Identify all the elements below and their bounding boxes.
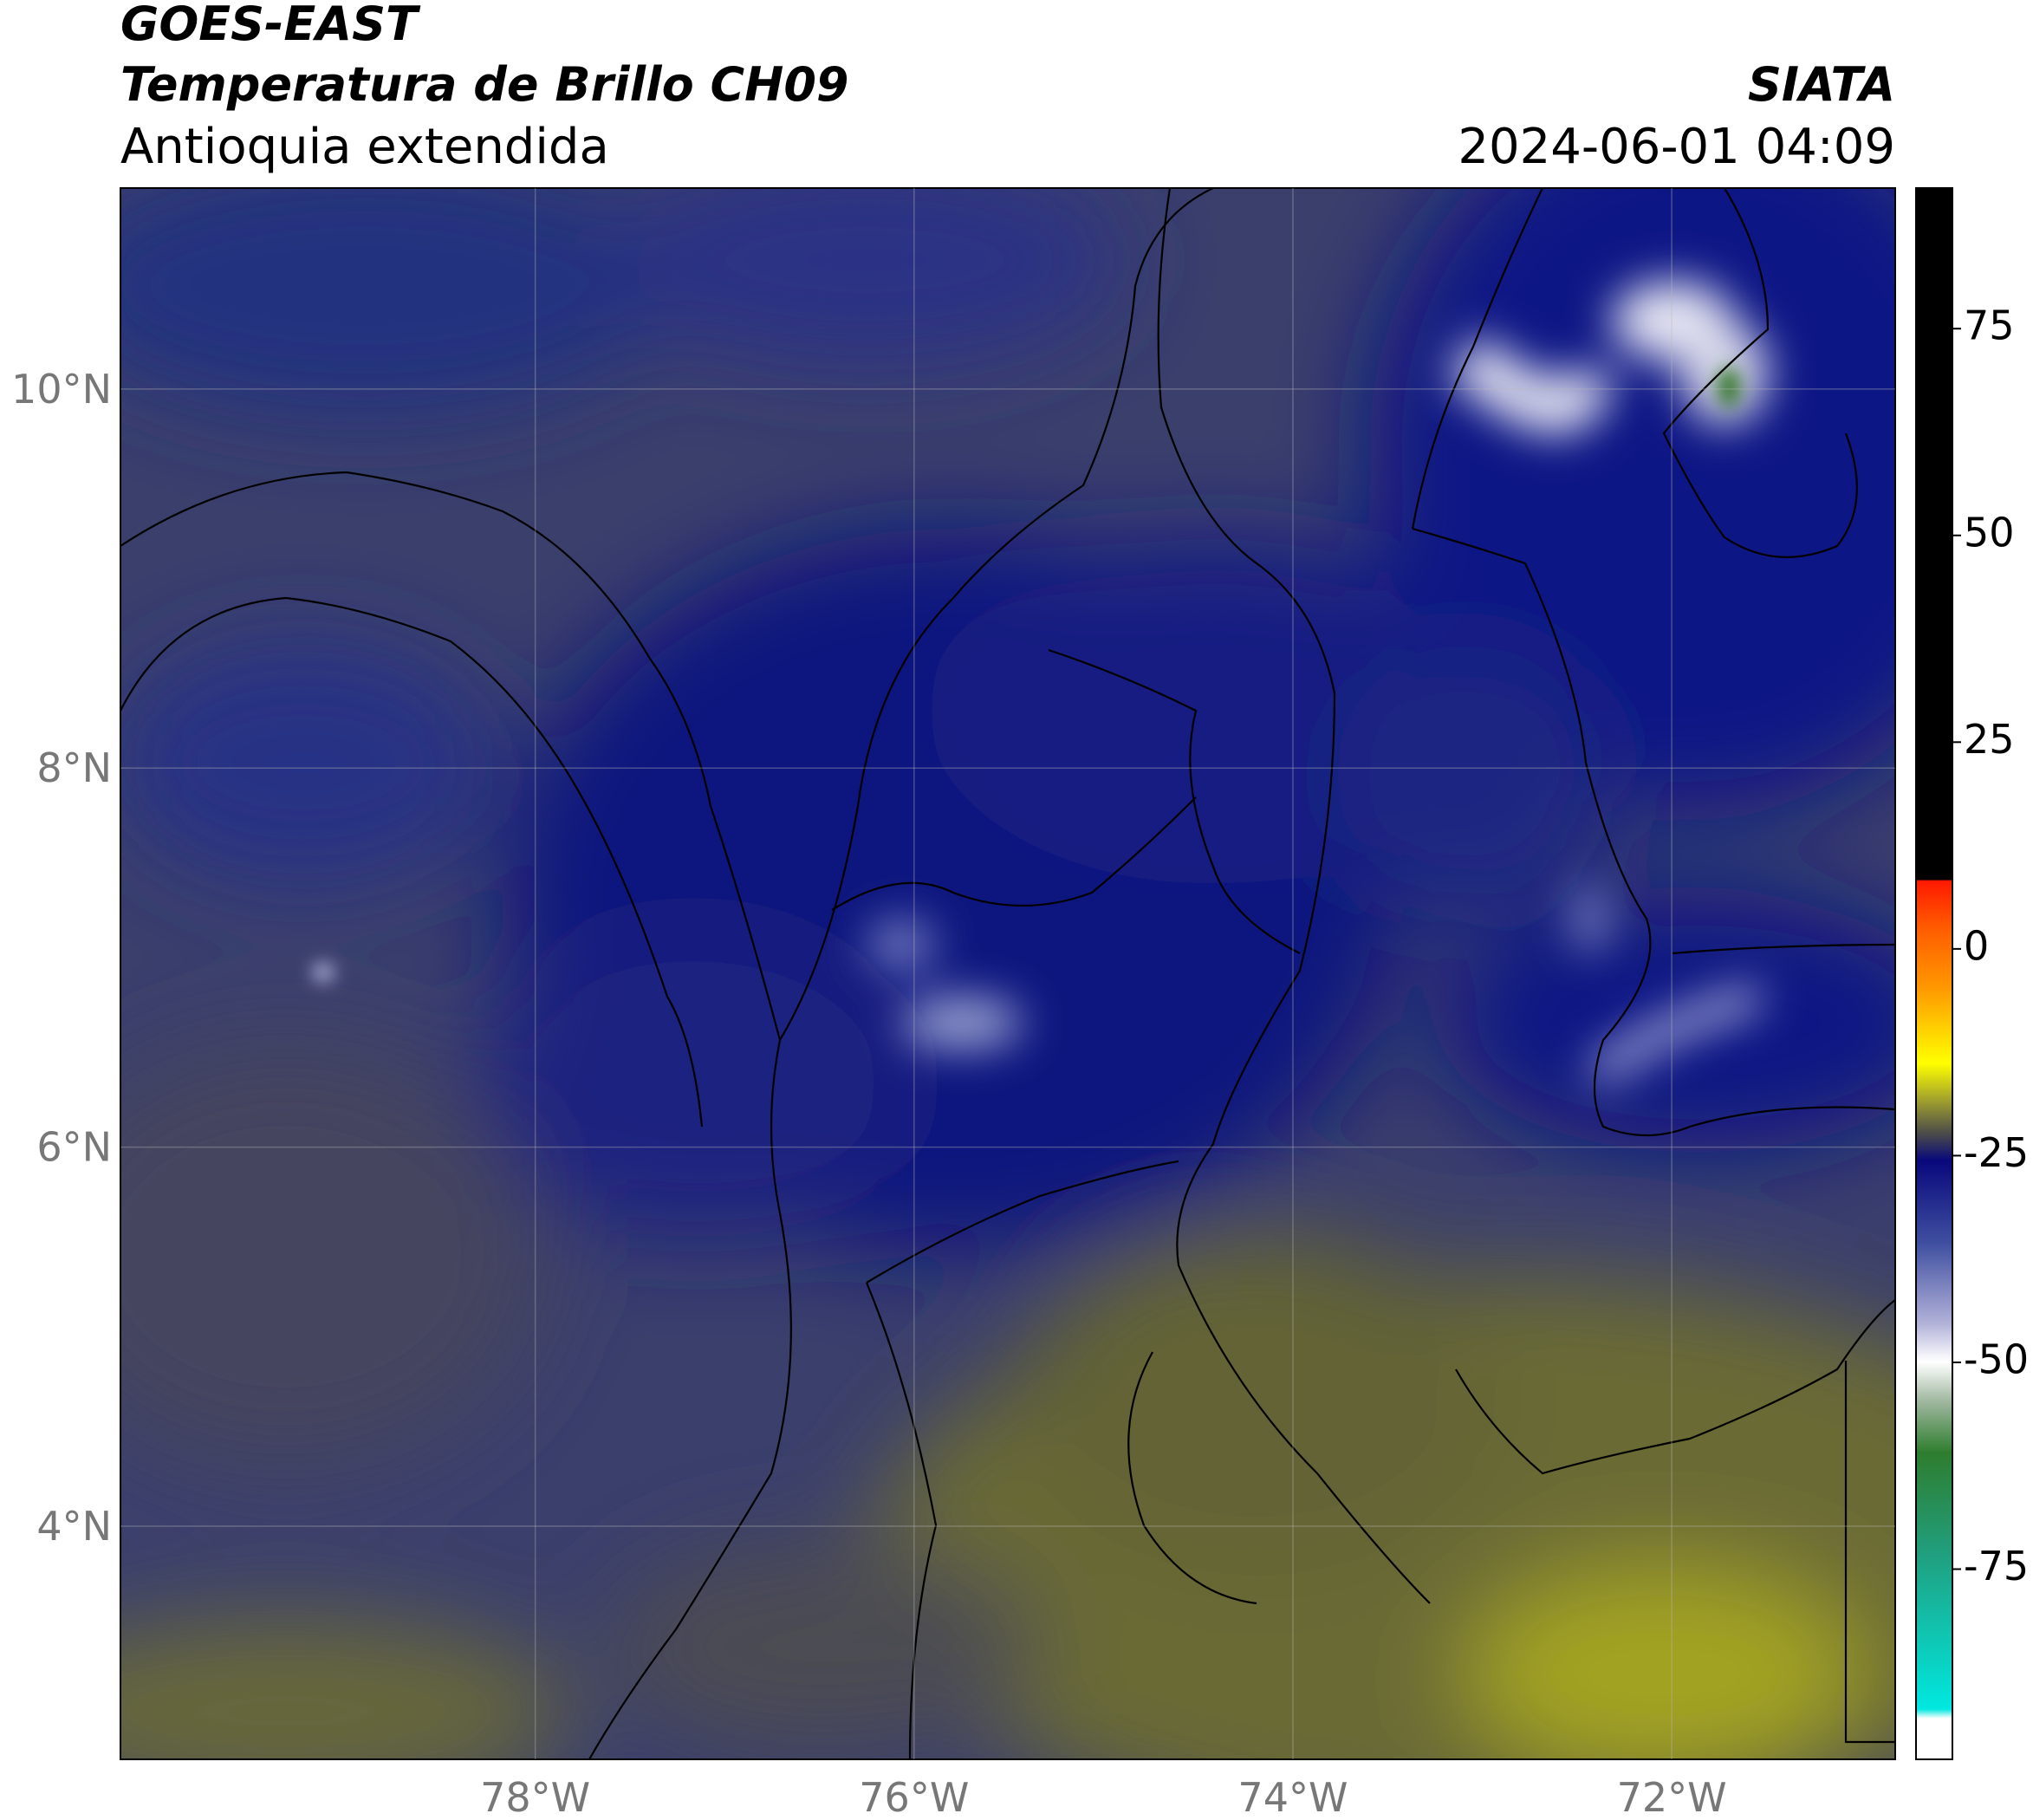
borders [120,188,1895,1759]
timestamp: 2024-06-01 04:09 [1458,119,1895,175]
region-label: Antioquia extendida [120,119,609,175]
title: GOES-EAST [120,0,421,51]
colorbar-tick-label: -75 [1964,1543,2029,1589]
x-tick-label: 72°W [1617,1774,1727,1820]
x-tick-label: 78°W [480,1774,590,1820]
y-tick-label: 8°N [36,744,112,791]
map-frame [120,187,1896,1760]
y-tick-label: 4°N [36,1503,112,1550]
colorbar [1915,187,1953,1760]
y-tick-label: 6°N [36,1124,112,1171]
colorbar-tick-label: 50 [1964,509,2015,556]
source-label: SIATA [1748,57,1895,112]
satellite-image [120,188,1895,1759]
colorbar-tick-label: 0 [1964,922,1989,969]
colorbar-tick-label: 25 [1964,716,2015,763]
x-tick-label: 76°W [859,1774,969,1820]
subtitle: Temperatura de Brillo CH09 [120,57,849,112]
colorbar-tick-label: -50 [1964,1336,2029,1382]
colorbar-tick-label: 75 [1964,302,2015,349]
y-tick-label: 10°N [11,366,112,413]
colorbar-tick-label: -25 [1964,1129,2029,1176]
x-tick-label: 74°W [1237,1774,1348,1820]
